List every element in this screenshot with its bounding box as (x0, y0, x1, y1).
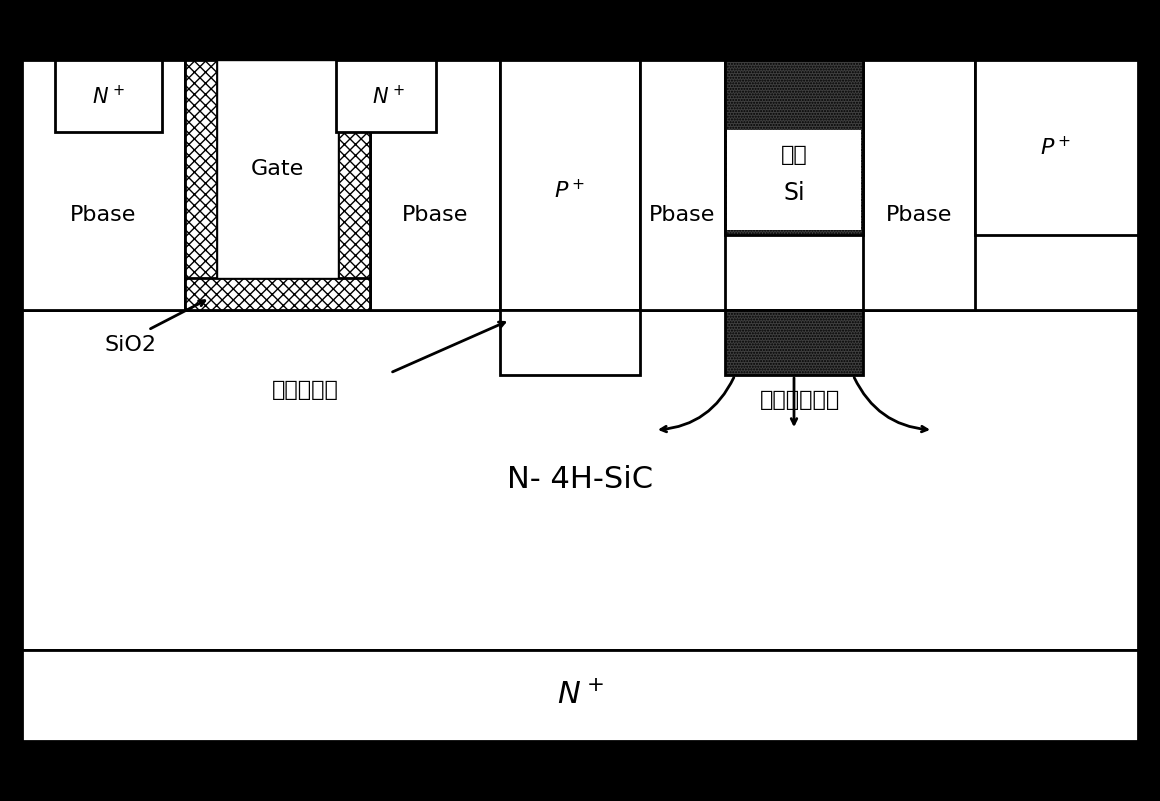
Bar (338, 60, 370, 310)
Text: 二极管电流线: 二极管电流线 (760, 390, 840, 410)
Text: Si: Si (783, 181, 805, 205)
Text: $N^+$: $N^+$ (371, 84, 405, 107)
Text: Gate: Gate (251, 159, 304, 179)
Bar (370, 60, 500, 310)
Bar (725, 60, 863, 235)
Bar (500, 310, 640, 375)
Text: Pbase: Pbase (401, 205, 469, 225)
Bar (184, 278, 370, 310)
Text: $N^+$: $N^+$ (557, 680, 603, 710)
Bar (184, 18, 370, 60)
Bar (976, 60, 1138, 235)
Bar (184, 60, 217, 310)
Bar (22, 60, 1138, 310)
Bar (22, 60, 184, 310)
Bar (640, 60, 725, 310)
Text: 多晶: 多晶 (781, 145, 807, 165)
Bar (725, 310, 863, 375)
Text: SiO2: SiO2 (106, 335, 157, 355)
Bar (55, 60, 162, 132)
Bar (22, 741, 1138, 783)
Bar (22, 650, 1138, 741)
Text: $N^+$: $N^+$ (92, 84, 124, 107)
Bar (336, 60, 436, 132)
Bar (725, 18, 863, 60)
Bar (22, 18, 1138, 60)
Bar (863, 60, 976, 310)
Bar (22, 310, 1138, 650)
Text: $P^+$: $P^+$ (1041, 135, 1072, 159)
Text: 电场屏蔽区: 电场屏蔽区 (271, 380, 339, 400)
Bar (500, 60, 640, 310)
Text: N- 4H-SiC: N- 4H-SiC (507, 465, 653, 494)
Text: Pbase: Pbase (70, 205, 136, 225)
Text: Pbase: Pbase (886, 205, 952, 225)
Text: Pbase: Pbase (648, 205, 716, 225)
Text: $P^+$: $P^+$ (554, 179, 586, 202)
Bar (727, 130, 861, 230)
Bar (217, 60, 338, 278)
